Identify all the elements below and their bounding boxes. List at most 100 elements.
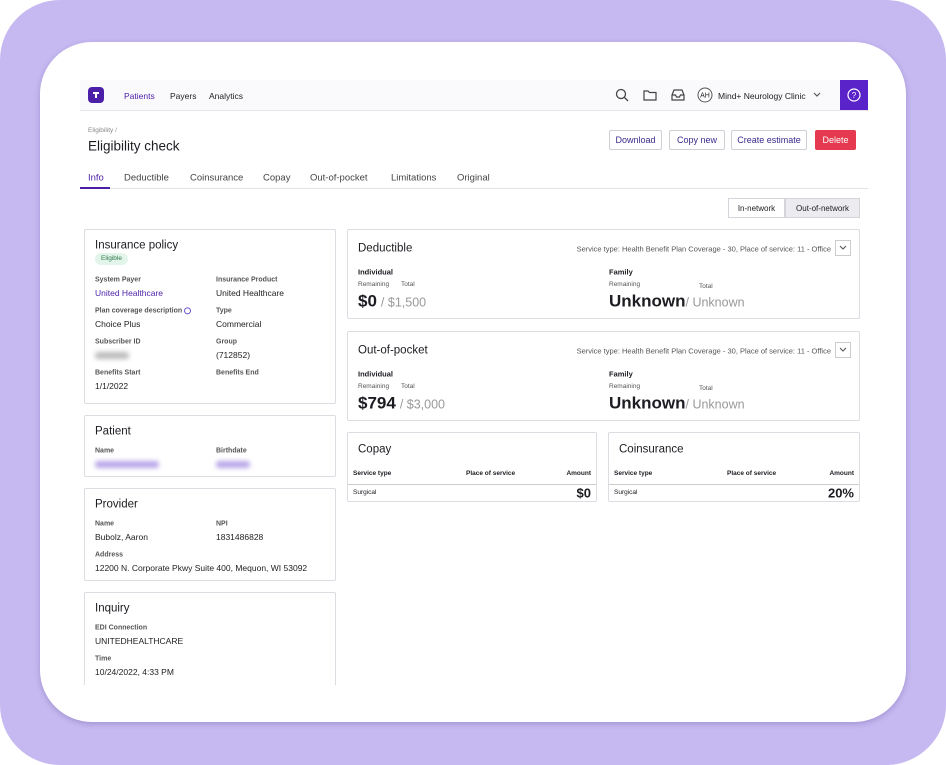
service-dropdown[interactable] — [835, 240, 851, 256]
avatar-initials[interactable]: AH — [700, 92, 710, 100]
field-value: Bubolz, Aaron — [95, 531, 148, 542]
action-button[interactable]: Download — [609, 130, 662, 150]
clinic-chevron[interactable] — [813, 92, 821, 98]
card-title: Inquiry — [95, 602, 130, 615]
total-label: Total — [699, 384, 713, 392]
network-toggle[interactable]: In-network — [728, 198, 785, 218]
total-label: Total — [401, 382, 415, 390]
field-label: Address — [95, 551, 124, 559]
remaining-label: Remaining — [609, 382, 641, 390]
field-value: United Healthcare — [95, 287, 164, 298]
nav-link[interactable]: Payers — [170, 90, 197, 101]
blurred-value — [95, 461, 159, 468]
total-label: Total — [401, 280, 415, 288]
table-header: Place of service — [466, 469, 516, 477]
table-card: Copay Service type Place of service Amount S… — [347, 432, 597, 502]
tab[interactable]: Out-of-pocket — [310, 172, 368, 184]
field-value: 10/24/2022, 4:33 PM — [95, 666, 174, 677]
nav-link[interactable]: Analytics — [209, 90, 244, 101]
table-header: Service type — [614, 469, 653, 477]
table-header: Service type — [353, 469, 392, 477]
group-label: Family — [609, 369, 633, 379]
clinic-name[interactable]: Mind+ Neurology Clinic — [718, 90, 806, 101]
cell-amount: $0 — [576, 485, 591, 501]
total-value: / Unknown — [685, 295, 745, 310]
field-label: EDI Connection — [95, 624, 148, 632]
remaining-amount: Unknown / Unknown — [609, 395, 745, 412]
tab[interactable]: Limitations — [391, 172, 437, 184]
card-title: Deductible — [358, 242, 413, 255]
table-header: Place of service — [727, 469, 777, 477]
card-title: Coinsurance — [619, 443, 684, 456]
info-icon — [184, 307, 192, 315]
field-label: Birthdate — [216, 447, 247, 455]
remaining-amount: Unknown / Unknown — [609, 293, 745, 310]
field-value: 12200 N. Corporate Pkwy Suite 400, Mequo… — [95, 562, 308, 573]
field-label: Insurance Product — [216, 276, 278, 284]
search-icon[interactable] — [615, 88, 629, 102]
remaining-value: Unknown — [609, 393, 686, 413]
cell-amount: 20% — [827, 485, 854, 501]
folder-icon[interactable] — [643, 88, 657, 102]
table-rule — [348, 484, 596, 485]
blurred-value — [95, 352, 129, 359]
service-info: Service type: Health Benefit Plan Covera… — [576, 346, 831, 356]
remaining-label: Remaining — [358, 382, 390, 390]
tab[interactable]: Original — [457, 172, 490, 184]
tab-underline — [80, 187, 110, 189]
total-value: / Unknown — [685, 397, 745, 412]
status-badge: Eligible — [95, 253, 128, 265]
tab[interactable]: Info — [88, 172, 104, 184]
field-label: Type — [216, 307, 232, 315]
tab[interactable]: Deductible — [124, 172, 169, 184]
card-title: Patient — [95, 425, 131, 438]
field-value: Commercial — [216, 318, 262, 329]
field-label: Name — [95, 447, 115, 455]
benefit-card: Out-of-pocket Service type: Health Benefi… — [347, 331, 860, 421]
field-label: Time — [95, 655, 112, 663]
network-toggle[interactable]: Out-of-network — [785, 198, 860, 218]
remaining-label: Remaining — [358, 280, 390, 288]
app: ? Patients Payers Analytics AH Mind+ Neurolo… — [80, 80, 868, 685]
breadcrumb: Eligibility / — [88, 126, 117, 134]
card-title: Insurance policy — [95, 239, 179, 252]
nav-link[interactable]: Patients — [124, 90, 155, 101]
action-button[interactable]: Copy new — [669, 130, 725, 150]
inbox-icon[interactable] — [671, 88, 685, 102]
tab[interactable]: Copay — [263, 172, 291, 184]
table-rule — [609, 484, 859, 485]
action-button[interactable]: Delete — [815, 130, 856, 150]
tab[interactable]: Coinsurance — [190, 172, 244, 184]
total-label: Total — [699, 282, 713, 290]
table-card: Coinsurance Service type Place of service A… — [608, 432, 860, 502]
nav-bar: ? Patients Payers Analytics AH Mind+ Neurolo… — [80, 80, 868, 111]
tab-divider — [80, 188, 868, 189]
field-label: System Payer — [95, 276, 141, 284]
table-header: Amount — [566, 469, 591, 477]
remaining-amount: $794/ $3,000 — [358, 395, 445, 412]
action-button[interactable]: Create estimate — [731, 130, 807, 150]
info-card: Patient Name Birthdate — [84, 415, 336, 477]
benefit-card: Deductible Service type: Health Benefit P… — [347, 229, 860, 319]
field-label: Plan coverage description — [95, 307, 192, 315]
group-label: Family — [609, 267, 633, 277]
remaining-value: Unknown — [609, 291, 686, 311]
remaining-value: $794 — [358, 393, 396, 413]
svg-text:?: ? — [852, 91, 857, 100]
field-value: (712852) — [216, 349, 251, 360]
help-button[interactable]: ? — [840, 80, 868, 110]
logo[interactable] — [88, 87, 104, 103]
service-dropdown[interactable] — [835, 342, 851, 358]
info-card: Inquiry EDI Connection UNITEDHEALTHCARE Tim… — [84, 592, 336, 685]
group-label: Individual — [358, 369, 394, 379]
field-value: 1831486828 — [216, 531, 264, 542]
field-value: UNITEDHEALTHCARE — [95, 635, 184, 646]
field-label: Name — [95, 520, 115, 528]
group-label: Individual — [358, 267, 394, 277]
avatar-circle[interactable] — [697, 87, 713, 103]
service-info: Service type: Health Benefit Plan Covera… — [576, 244, 831, 254]
field-label: Group — [216, 338, 237, 346]
field-value: 1/1/2022 — [95, 380, 129, 391]
field-label: Benefits End — [216, 369, 259, 377]
card-title: Out-of-pocket — [358, 344, 428, 357]
